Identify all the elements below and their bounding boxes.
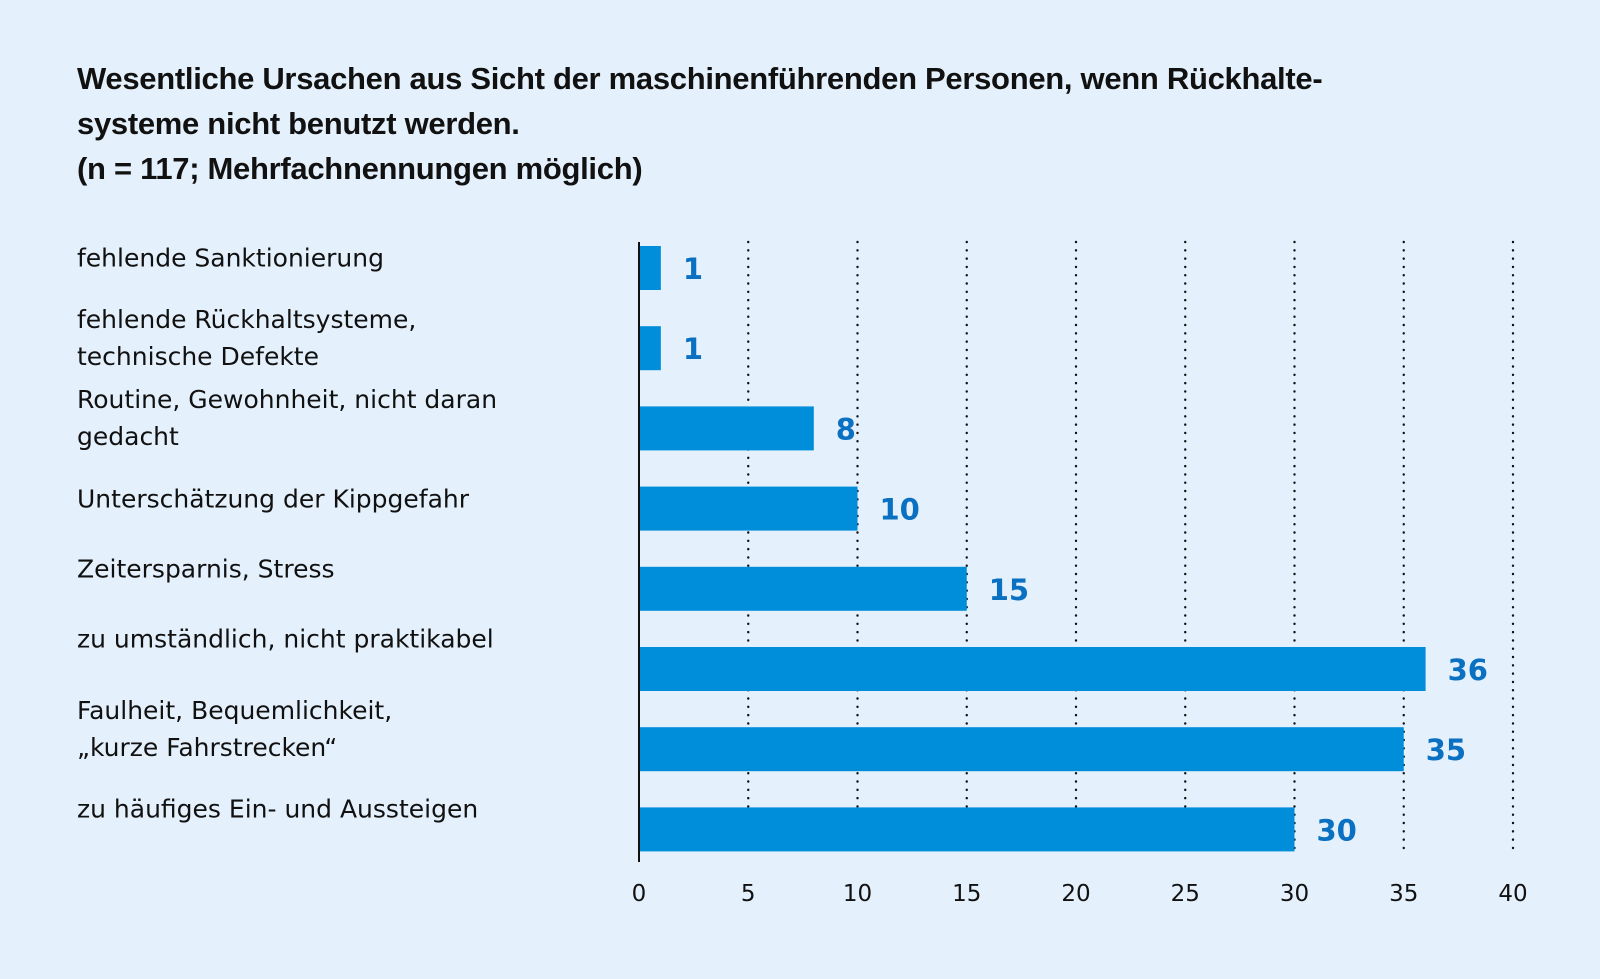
x-tick-label-25: 25 <box>1171 881 1200 907</box>
x-tick-label-10: 10 <box>843 881 872 907</box>
value-label-5: 36 <box>1448 653 1488 687</box>
bar-0 <box>639 246 661 290</box>
bar-7 <box>639 807 1295 852</box>
bar-2 <box>639 406 814 451</box>
value-label-1: 1 <box>683 332 703 366</box>
value-label-4: 15 <box>989 573 1029 607</box>
chart-title-line-2: systeme nicht benutzt werden. <box>77 106 520 141</box>
bar-5 <box>639 647 1426 691</box>
value-label-7: 30 <box>1317 813 1357 847</box>
chart-title: Wesentliche Ursachen aus Sicht der masch… <box>77 56 1497 191</box>
category-label-0: fehlende Sanktionierung <box>77 243 384 273</box>
category-label-1: fehlende Rückhaltsysteme, technische Def… <box>77 305 417 372</box>
bar-6 <box>639 727 1404 772</box>
chart-title-line-3: (n = 117; Mehrfachnennungen möglich) <box>77 151 643 186</box>
x-tick-label-35: 35 <box>1389 881 1418 907</box>
x-tick-label-5: 5 <box>741 881 756 907</box>
category-label-7: zu häufiges Ein- und Aussteigen <box>77 794 479 824</box>
x-tick-label-30: 30 <box>1280 881 1309 907</box>
category-label-5: zu umständlich, nicht praktikabel <box>77 624 494 654</box>
bar-4 <box>639 566 967 611</box>
value-label-0: 1 <box>683 252 703 286</box>
x-tick-label-20: 20 <box>1061 881 1090 907</box>
category-label-2: Routine, Gewohnheit, nicht daran gedacht <box>77 385 498 452</box>
value-label-6: 35 <box>1426 733 1466 767</box>
category-label-4: Zeitersparnis, Stress <box>77 554 335 584</box>
category-label-6: Faulheit, Bequemlichkeit, „kurze Fahrstr… <box>77 696 393 763</box>
x-tick-label-15: 15 <box>952 881 981 907</box>
value-label-3: 10 <box>880 493 920 527</box>
chart-title-line-1: Wesentliche Ursachen aus Sicht der masch… <box>77 61 1323 96</box>
value-label-2: 8 <box>836 412 856 446</box>
bar-1 <box>639 326 661 371</box>
x-tick-label-40: 40 <box>1498 881 1527 907</box>
x-tick-label-0: 0 <box>632 881 647 907</box>
bar-3 <box>639 486 858 531</box>
category-label-3: Unterschätzung der Kippgefahr <box>77 484 470 514</box>
